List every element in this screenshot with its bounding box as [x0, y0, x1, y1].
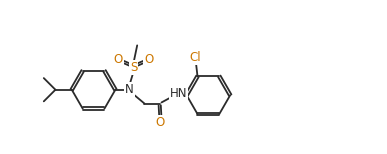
Text: O: O	[114, 53, 123, 66]
Text: O: O	[156, 116, 165, 129]
Text: HN: HN	[170, 87, 187, 100]
Text: O: O	[144, 53, 153, 66]
Text: S: S	[130, 61, 137, 74]
Text: Cl: Cl	[190, 51, 202, 64]
Text: N: N	[125, 83, 134, 96]
